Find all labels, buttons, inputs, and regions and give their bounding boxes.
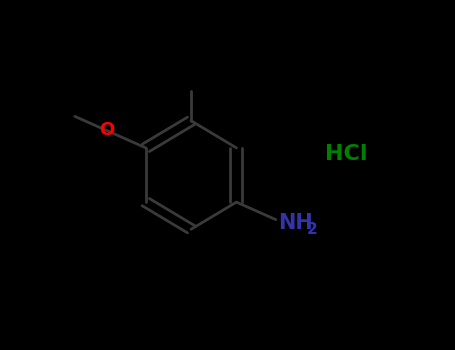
Text: O: O	[99, 121, 114, 139]
Text: HCl: HCl	[324, 144, 367, 164]
Text: 2: 2	[307, 222, 318, 237]
Text: NH: NH	[278, 213, 313, 233]
